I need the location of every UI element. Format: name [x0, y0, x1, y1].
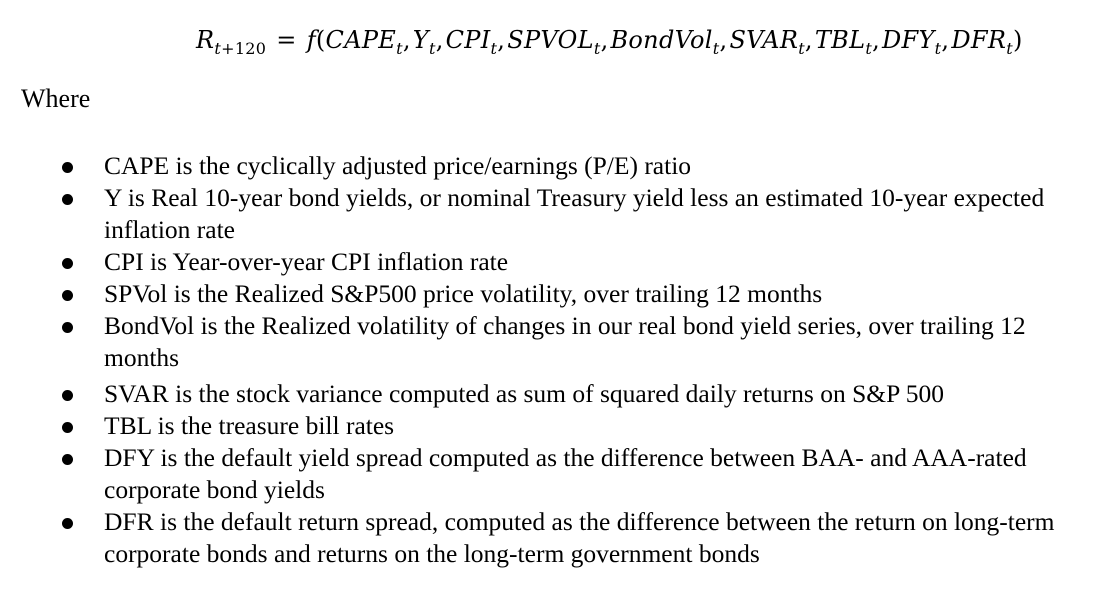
equation-function-name: f — [306, 26, 316, 54]
bullet-icon — [62, 422, 73, 433]
equation-lhs: Rt+120 — [196, 20, 266, 60]
equation-arg: DFYt — [882, 20, 941, 60]
regression-equation: Rt+120 = f(CAPEt,Yt,CPIt,SPVOLt,BondVolt,S… — [196, 20, 1076, 60]
definition-text: DFY is the default yield spread computed… — [104, 443, 1027, 504]
bullet-icon — [62, 258, 73, 269]
bullet-icon — [62, 454, 73, 465]
equation-open-paren: ( — [315, 26, 326, 54]
equation-lhs-subscript-time: t — [214, 39, 222, 58]
equation-arg-name: CAPE — [325, 26, 397, 54]
equation-arg-name: BondVol — [610, 26, 713, 54]
bullet-icon — [62, 390, 73, 401]
equation-lhs-subscript-horizon: +120 — [221, 39, 267, 58]
list-item: BondVol is the Realized volatility of ch… — [0, 310, 1107, 374]
equation-arg-subscript: t — [396, 39, 403, 58]
equation-comma: , — [600, 26, 609, 54]
definition-text: TBL is the treasure bill rates — [104, 411, 395, 440]
list-item: CPI is Year-over-year CPI inflation rate — [0, 246, 1107, 278]
bullet-icon — [62, 162, 73, 173]
list-item: SVAR is the stock variance computed as s… — [0, 378, 1107, 410]
equation-comma: , — [435, 26, 444, 54]
equation-arg-subscript: t — [490, 39, 498, 58]
equation-arg-subscript: t — [798, 39, 805, 58]
equation-comma: , — [804, 26, 813, 54]
equation-arg-subscript: t — [428, 39, 436, 58]
equation-comma: , — [941, 26, 950, 54]
equation-arg-name: DFY — [882, 26, 935, 54]
equation-arg-subscript: t — [712, 39, 720, 58]
equation-comma: , — [402, 26, 411, 54]
equation-arg: CPIt — [446, 20, 498, 60]
equation-arg: BondVolt — [611, 20, 720, 60]
bullet-icon — [62, 322, 73, 333]
bullet-icon — [62, 290, 73, 301]
bullet-icon — [62, 518, 73, 529]
equation-arg-subscript: t — [934, 39, 942, 58]
equation-close-paren: ) — [1012, 26, 1023, 54]
equation-arg: SVARt — [729, 20, 804, 60]
equation-arg-subscript: t — [865, 39, 873, 58]
definition-text: SVAR is the stock variance computed as s… — [104, 379, 944, 408]
equation-arg-subscript: t — [593, 39, 601, 58]
equation-arg-name: Y — [412, 26, 429, 54]
bullet-icon — [62, 194, 73, 205]
list-item: TBL is the treasure bill rates — [0, 410, 1107, 442]
equation-equals-sign: = — [276, 26, 297, 54]
equation-arg: Yt — [413, 20, 436, 60]
equation-lhs-variable: R — [196, 26, 215, 54]
equation-arg: TBLt — [815, 20, 872, 60]
definition-text: Y is Real 10-year bond yields, or nomina… — [104, 183, 1045, 244]
equation-arg-name: SVAR — [729, 26, 799, 54]
list-item: CAPE is the cyclically adjusted price/ea… — [0, 150, 1107, 182]
definition-text: SPVol is the Realized S&P500 price volat… — [104, 279, 823, 308]
list-item: DFR is the default return spread, comput… — [0, 506, 1107, 570]
equation-arg-name: SPVOL — [507, 26, 594, 54]
equation-arg-subscript: t — [1006, 39, 1013, 58]
where-label: Where — [21, 84, 91, 113]
list-item: DFY is the default yield spread computed… — [0, 442, 1107, 506]
equation-arg: DFRt — [951, 20, 1013, 60]
definition-text: CAPE is the cyclically adjusted price/ea… — [104, 151, 692, 180]
equation-arg: SPVOLt — [507, 20, 600, 60]
definition-text: BondVol is the Realized volatility of ch… — [104, 311, 1026, 372]
equation-comma: , — [872, 26, 881, 54]
equation-arg-name: TBL — [814, 26, 866, 54]
variable-definition-list: CAPE is the cyclically adjusted price/ea… — [0, 150, 1107, 570]
definition-text: CPI is Year-over-year CPI inflation rate — [104, 247, 509, 276]
definition-text: DFR is the default return spread, comput… — [104, 507, 1055, 568]
equation-comma: , — [497, 26, 506, 54]
equation-arg-name: DFR — [951, 26, 1007, 54]
list-item: Y is Real 10-year bond yields, or nomina… — [0, 182, 1107, 246]
equation-comma: , — [719, 26, 728, 54]
list-item: SPVol is the Realized S&P500 price volat… — [0, 278, 1107, 310]
equation-lhs-subscript: t+120 — [214, 39, 266, 58]
equation-arg-name: CPI — [445, 26, 491, 54]
equation-arg: CAPEt — [326, 20, 403, 60]
